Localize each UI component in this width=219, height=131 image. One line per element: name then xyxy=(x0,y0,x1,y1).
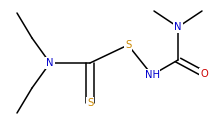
Text: O: O xyxy=(200,69,208,79)
Text: N: N xyxy=(46,58,54,68)
Text: N: N xyxy=(174,22,182,32)
Text: S: S xyxy=(87,98,93,108)
Text: NH: NH xyxy=(145,70,159,80)
Text: S: S xyxy=(125,40,131,50)
